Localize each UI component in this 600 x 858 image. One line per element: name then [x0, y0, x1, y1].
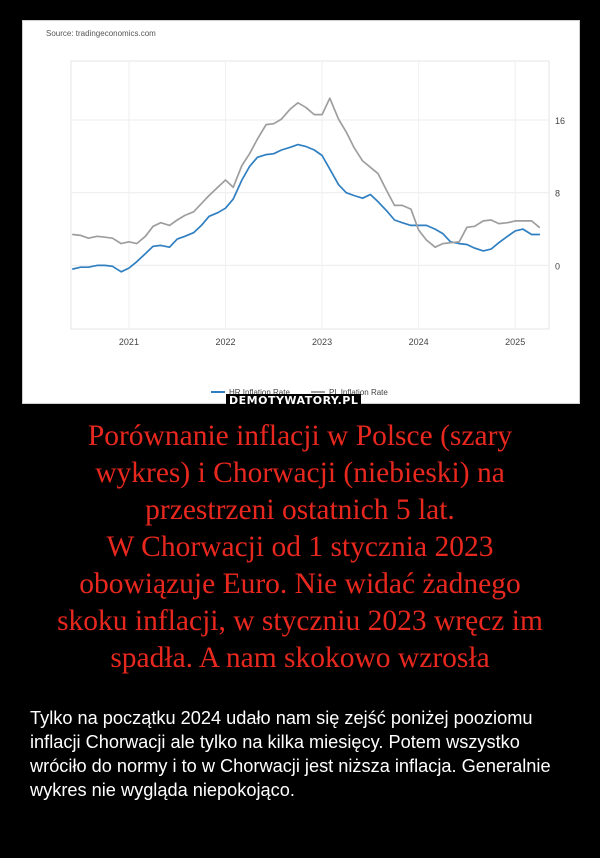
grid-lines — [70, 60, 550, 330]
x-tick-label: 2025 — [505, 337, 525, 347]
y-tick-label: 0 — [555, 261, 560, 271]
watermark-text: DEMOTYWATORY.PL — [226, 394, 362, 407]
x-tick-label: 2023 — [312, 337, 332, 347]
x-tick-label: 2022 — [215, 337, 235, 347]
y-tick-label: 8 — [555, 189, 560, 199]
headline: Porównanie inflacji w Polsce (szary wykr… — [57, 420, 543, 674]
series-line-hr — [72, 143, 541, 273]
description: Tylko na początku 2024 udało nam się zej… — [30, 708, 551, 800]
source-note: Source: tradingeconomics.com — [46, 29, 156, 38]
series-lines — [72, 97, 541, 273]
plot-area — [70, 60, 550, 330]
x-tick-label: 2024 — [409, 337, 429, 347]
inflation-line-chart: 16 8 0 2021 2022 2023 2024 2025 HR Inflation Ra… — [70, 60, 565, 397]
series-line-pl — [72, 97, 541, 249]
tick-labels: 16 8 0 2021 2022 2023 2024 2025 — [119, 116, 565, 347]
x-tick-label: 2021 — [119, 337, 139, 347]
legend: HR Inflation Rate PL Inflation Rate — [211, 388, 388, 397]
legend-label: PL Inflation Rate — [329, 388, 388, 397]
legend-label: HR Inflation Rate — [229, 388, 290, 397]
y-tick-label: 16 — [555, 116, 565, 126]
chart-panel: 16 8 0 2021 2022 2023 2024 2025 HR Inflation Ra… — [22, 20, 580, 404]
